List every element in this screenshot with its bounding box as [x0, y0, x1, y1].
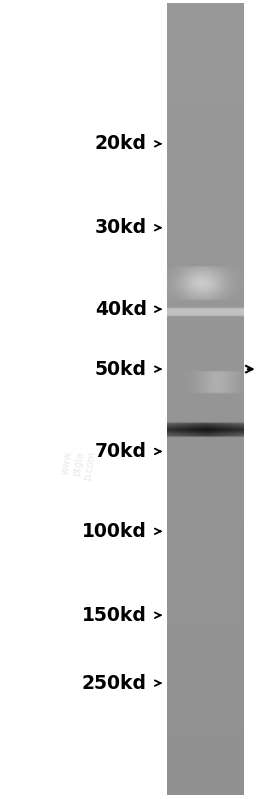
Text: 50kd: 50kd	[95, 360, 147, 379]
Text: www.
ptgla
b.com: www. ptgla b.com	[59, 446, 97, 481]
Text: 100kd: 100kd	[82, 522, 147, 541]
Text: 40kd: 40kd	[95, 300, 147, 319]
Text: 70kd: 70kd	[95, 442, 147, 461]
Text: 150kd: 150kd	[82, 606, 147, 625]
Text: 30kd: 30kd	[95, 218, 147, 237]
Text: 20kd: 20kd	[95, 134, 147, 153]
Text: 250kd: 250kd	[82, 674, 147, 693]
